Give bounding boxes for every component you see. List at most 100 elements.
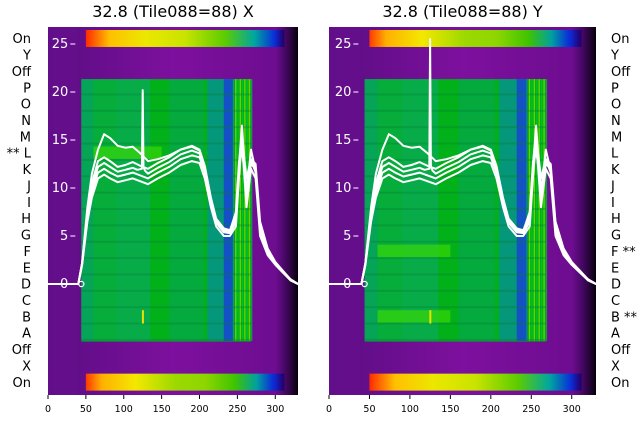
row-label: C — [611, 294, 620, 309]
x-tick-label: 200 — [482, 404, 500, 415]
row-label: C — [22, 294, 31, 309]
heatmap-row-edge — [364, 322, 546, 325]
heatmap-row-edge — [364, 208, 546, 210]
x-tick-label: 300 — [563, 404, 581, 415]
row-label: Off — [12, 343, 32, 358]
x-tick-label: 150 — [153, 404, 171, 415]
overlay-start-marker — [361, 280, 368, 288]
row-label: A — [611, 327, 620, 342]
row-label: Y — [610, 49, 619, 64]
row-label: J — [26, 179, 31, 194]
row-label: On — [611, 32, 629, 47]
heatmap-band — [169, 79, 204, 341]
heatmap-band — [401, 79, 439, 341]
row-label: O — [611, 98, 621, 113]
y-tick-label: 0 — [60, 277, 68, 292]
overlay-line — [329, 38, 597, 285]
heatmap-row-edge — [81, 126, 252, 129]
row-label: M — [20, 130, 31, 145]
row-label: On — [13, 376, 31, 391]
row-label: I — [27, 196, 31, 211]
heatmap-band — [116, 79, 151, 341]
heatmap-row-edge — [81, 257, 252, 260]
row-label: E — [23, 261, 31, 276]
heatmap-streak — [248, 79, 251, 341]
y-tick-label: 15 — [335, 133, 352, 148]
row-label: H — [611, 212, 621, 227]
heatmap-row — [369, 373, 582, 391]
heatmap-streak — [545, 79, 548, 341]
x-tick-label: 0 — [326, 404, 332, 415]
heatmap-streak — [536, 79, 538, 341]
heatmap-row-edge — [364, 273, 546, 276]
heatmap-row-edge — [81, 208, 252, 210]
x-tick-label: 250 — [228, 404, 246, 415]
heatmap-highlight — [93, 146, 162, 159]
heatmap-row-edge — [81, 306, 252, 309]
overlay-start-marker — [78, 280, 85, 288]
row-label: M — [611, 130, 622, 145]
heatmap-row-edge — [81, 93, 252, 96]
heatmap-edge-fade — [571, 27, 596, 395]
x-tick-label: 150 — [441, 404, 459, 415]
row-label: B — [22, 310, 31, 325]
x-tick-label: 0 — [45, 404, 51, 415]
row-label: Off — [611, 65, 631, 80]
row-label: E — [611, 261, 619, 276]
row-label: X — [611, 359, 620, 374]
heatmap-streak — [538, 79, 540, 341]
heatmap-left-strip — [48, 27, 77, 395]
heatmap-row-edge — [364, 191, 546, 194]
heatmap-band — [377, 79, 402, 341]
heatmap-row-edge — [364, 93, 546, 96]
y-tick-label: 20 — [335, 85, 352, 100]
x-tick-label: 200 — [190, 404, 208, 415]
heatmap-edge-fade — [275, 27, 298, 395]
heatmap-band — [516, 79, 529, 341]
heatmap-streak — [531, 79, 533, 341]
heatmap-streak — [526, 79, 528, 341]
heatmap-row-edge — [81, 191, 252, 194]
heatmap-band — [223, 79, 235, 341]
chart-title: 32.8 (Tile088=88) Y — [382, 2, 543, 21]
row-label: A — [22, 327, 31, 342]
row-label: J — [610, 179, 615, 194]
heatmap-row-edge — [364, 109, 546, 112]
row-label: D — [21, 278, 31, 293]
row-label: Y — [22, 49, 31, 64]
row-label: L — [611, 147, 619, 162]
heatmap-row-edge — [81, 240, 252, 243]
overlay-line — [48, 89, 299, 285]
row-label: On — [13, 32, 31, 47]
x-tick-label: 100 — [115, 404, 133, 415]
heatmap-streak — [244, 79, 246, 341]
row-label: On — [611, 376, 629, 391]
row-label: H — [21, 212, 31, 227]
heatmap-row-edge — [364, 306, 546, 309]
chart-title: 32.8 (Tile088=88) X — [92, 2, 254, 21]
heatmap-highlight — [377, 310, 451, 323]
heatmap-streak — [533, 79, 535, 341]
heatmap-streak — [543, 79, 545, 341]
row-label: G — [21, 229, 31, 244]
row-label: D — [611, 278, 621, 293]
heatmap-spike — [429, 310, 432, 324]
y-tick-label: 10 — [335, 181, 352, 196]
row-label: Off — [611, 343, 631, 358]
row-label: K — [22, 163, 31, 178]
row-label: P — [23, 81, 31, 96]
heatmap-streak — [540, 79, 543, 341]
y-tick-label: 20 — [52, 85, 69, 100]
heatmap-streak — [246, 79, 248, 341]
heatmap-row-edge — [364, 126, 546, 129]
y-tick-label: 15 — [52, 133, 69, 148]
row-label: G — [611, 229, 621, 244]
y-tick-label: 25 — [52, 37, 69, 52]
y-tick-label: 0 — [343, 277, 351, 292]
row-label: K — [611, 163, 620, 178]
heatmap-streak — [241, 79, 244, 341]
y-tick-label: 5 — [60, 229, 68, 244]
